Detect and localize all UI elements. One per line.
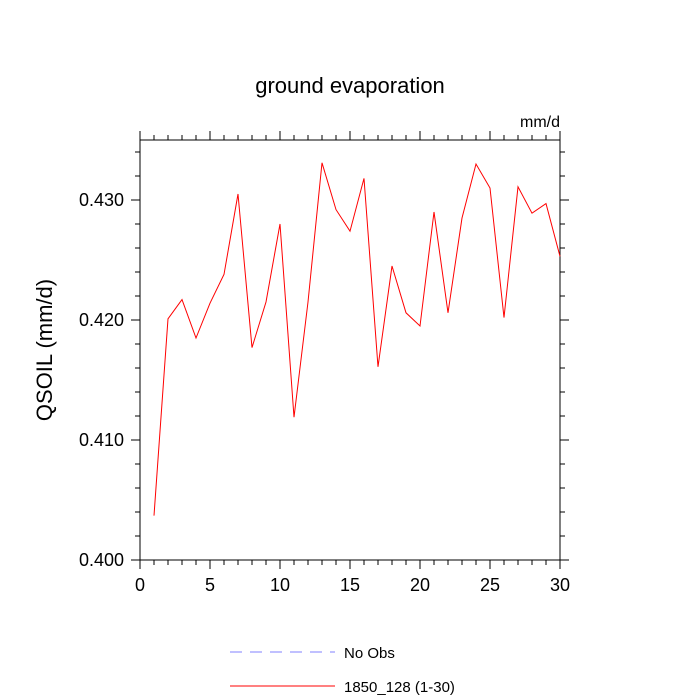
axis-tick-labels: 0 5 10 15 20 25 30 0.400 0.410 0.420 0.430 (79, 190, 570, 595)
x-tick-label: 25 (480, 575, 500, 595)
y-tick-label: 0.430 (79, 190, 124, 210)
plot-frame (139, 139, 561, 561)
series-line (153, 162, 561, 516)
x-tick-label: 10 (270, 575, 290, 595)
chart-title: ground evaporation (255, 73, 445, 98)
axis-ticks (131, 131, 569, 569)
x-tick-label: 15 (340, 575, 360, 595)
legend-label: 1850_128 (1-30) (344, 679, 455, 696)
legend-label: No Obs (344, 645, 395, 662)
y-axis-label: QSOIL (mm/d) (32, 279, 57, 421)
legend: No Obs 1850_128 (1-30) (230, 645, 455, 696)
x-tick-label: 5 (205, 575, 215, 595)
x-tick-label: 30 (550, 575, 570, 595)
y-tick-label: 0.400 (79, 550, 124, 570)
series-group (153, 162, 561, 516)
x-tick-label: 20 (410, 575, 430, 595)
y-tick-label: 0.410 (79, 430, 124, 450)
y-tick-label: 0.420 (79, 310, 124, 330)
x-tick-label: 0 (135, 575, 145, 595)
units-label: mm/d (520, 114, 560, 131)
